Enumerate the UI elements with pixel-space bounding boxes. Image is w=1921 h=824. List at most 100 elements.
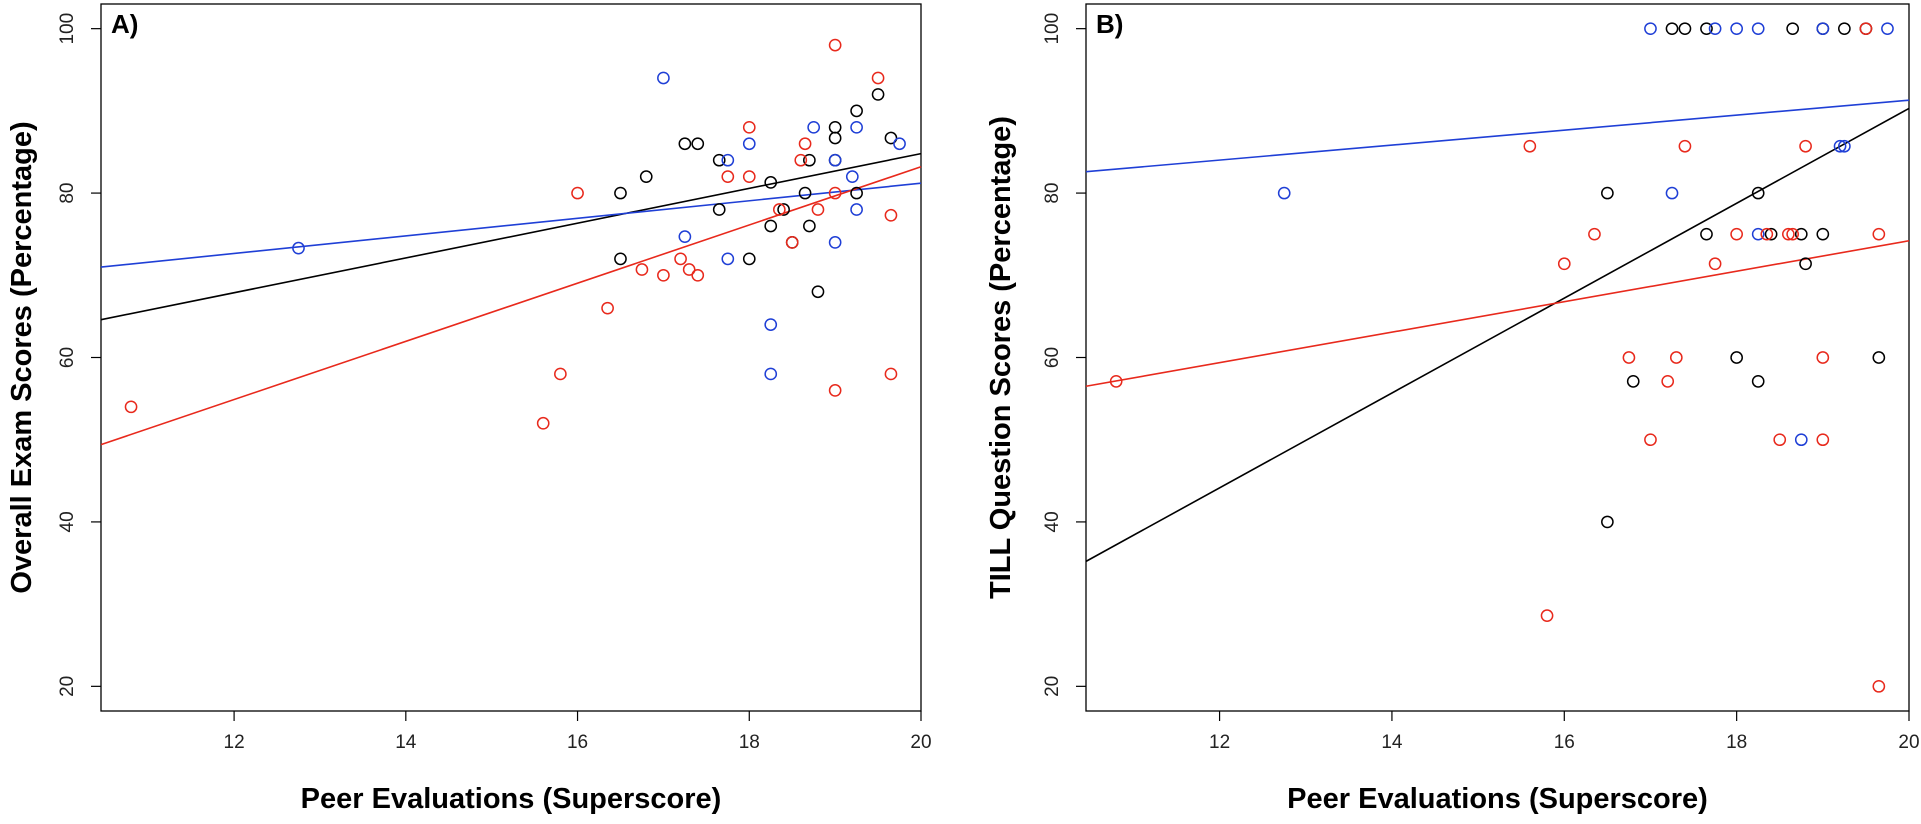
data-point bbox=[554, 367, 567, 381]
data-point bbox=[1881, 22, 1894, 36]
chart-panel-2: 12 14 16 18 20 20 40 60 80 100 B) Peer Evaluations … bbox=[985, 3, 1920, 815]
data-point bbox=[893, 137, 906, 151]
data-point bbox=[1816, 22, 1830, 36]
data-point bbox=[807, 120, 821, 134]
data-point bbox=[1730, 351, 1743, 364]
data-point bbox=[828, 38, 842, 52]
data-point bbox=[1816, 351, 1830, 364]
data-point bbox=[884, 367, 898, 381]
y-tick-label: 60 bbox=[57, 347, 78, 368]
data-point bbox=[1665, 186, 1679, 200]
data-point bbox=[1730, 22, 1743, 36]
series-red bbox=[1109, 22, 1886, 693]
y-tick-label: 100 bbox=[57, 13, 78, 45]
data-point bbox=[798, 137, 812, 151]
x-tick-label: 12 bbox=[224, 732, 245, 753]
data-point bbox=[803, 153, 816, 167]
chart-panel-1: 12 14 16 18 20 20 40 60 80 100 A) Peer Evaluations … bbox=[6, 3, 932, 815]
data-point bbox=[1730, 227, 1743, 241]
y-tick-label: 60 bbox=[1042, 347, 1063, 368]
data-point bbox=[1708, 22, 1722, 36]
data-point bbox=[828, 384, 842, 397]
data-point bbox=[635, 263, 649, 276]
series-black bbox=[1601, 22, 1886, 529]
fit-line-black bbox=[1085, 107, 1910, 563]
data-point bbox=[1644, 433, 1657, 447]
data-point bbox=[777, 203, 790, 216]
y-axis-label: Overall Exam Scores (Percentage) bbox=[6, 121, 38, 593]
data-point bbox=[1644, 22, 1657, 36]
data-point bbox=[1109, 374, 1123, 388]
data-point bbox=[1523, 139, 1537, 153]
data-point bbox=[828, 186, 842, 200]
data-point bbox=[803, 219, 816, 233]
data-point bbox=[678, 137, 692, 151]
data-point bbox=[1786, 227, 1800, 241]
data-point bbox=[674, 252, 687, 266]
data-point bbox=[614, 186, 627, 200]
data-point bbox=[1838, 22, 1851, 36]
data-point bbox=[1872, 227, 1886, 241]
data-point bbox=[850, 203, 863, 216]
x-tick-label: 18 bbox=[739, 732, 760, 753]
data-point bbox=[884, 208, 898, 222]
data-point bbox=[292, 241, 305, 255]
data-point bbox=[1816, 227, 1830, 241]
data-point bbox=[764, 367, 778, 381]
data-point bbox=[1601, 186, 1614, 200]
data-point bbox=[1626, 374, 1640, 388]
data-point bbox=[678, 230, 692, 244]
data-point bbox=[614, 252, 627, 266]
data-point bbox=[871, 71, 885, 85]
data-point bbox=[845, 170, 859, 183]
data-point bbox=[1799, 139, 1812, 153]
fit-line-blue bbox=[100, 182, 922, 268]
data-point bbox=[1794, 227, 1808, 241]
x-tick-label: 16 bbox=[1554, 732, 1575, 753]
data-point bbox=[1872, 351, 1886, 364]
fit-line-blue bbox=[1085, 99, 1910, 173]
data-point bbox=[1773, 433, 1787, 447]
data-point bbox=[772, 203, 786, 216]
data-point bbox=[828, 153, 842, 167]
data-point bbox=[1661, 374, 1675, 388]
data-point bbox=[1678, 22, 1692, 36]
data-point bbox=[811, 285, 825, 299]
data-point bbox=[721, 170, 735, 183]
data-point bbox=[785, 236, 799, 249]
data-point bbox=[794, 153, 808, 167]
fit-line-red bbox=[1085, 239, 1910, 388]
data-point bbox=[1859, 22, 1873, 36]
data-point bbox=[721, 252, 735, 266]
data-point bbox=[1540, 609, 1554, 622]
panel-label: A) bbox=[111, 9, 138, 39]
data-point bbox=[1786, 22, 1800, 36]
x-tick-label: 20 bbox=[1898, 732, 1919, 753]
data-point bbox=[764, 318, 778, 331]
data-point bbox=[601, 301, 614, 315]
data-point bbox=[657, 71, 670, 85]
data-point bbox=[742, 170, 756, 183]
data-point bbox=[1764, 227, 1778, 241]
y-axis-label: TILL Question Scores (Percentage) bbox=[985, 116, 1017, 599]
data-point bbox=[850, 104, 863, 118]
data-point bbox=[1751, 22, 1765, 36]
y-tick-label: 40 bbox=[1042, 511, 1063, 532]
data-point bbox=[871, 88, 885, 101]
data-point bbox=[657, 268, 670, 282]
data-point bbox=[1700, 227, 1713, 241]
panel-label: B) bbox=[1096, 9, 1123, 39]
y-tick-label: 100 bbox=[1042, 13, 1063, 45]
data-point bbox=[764, 219, 778, 233]
data-point bbox=[1700, 22, 1713, 36]
data-point bbox=[1678, 139, 1692, 153]
data-point bbox=[850, 186, 863, 200]
data-point bbox=[828, 236, 842, 249]
data-point bbox=[1751, 227, 1765, 241]
data-point bbox=[1669, 351, 1683, 364]
data-point bbox=[1708, 257, 1722, 271]
data-point bbox=[682, 263, 696, 276]
data-point bbox=[828, 131, 842, 145]
x-tick-label: 18 bbox=[1726, 732, 1747, 753]
